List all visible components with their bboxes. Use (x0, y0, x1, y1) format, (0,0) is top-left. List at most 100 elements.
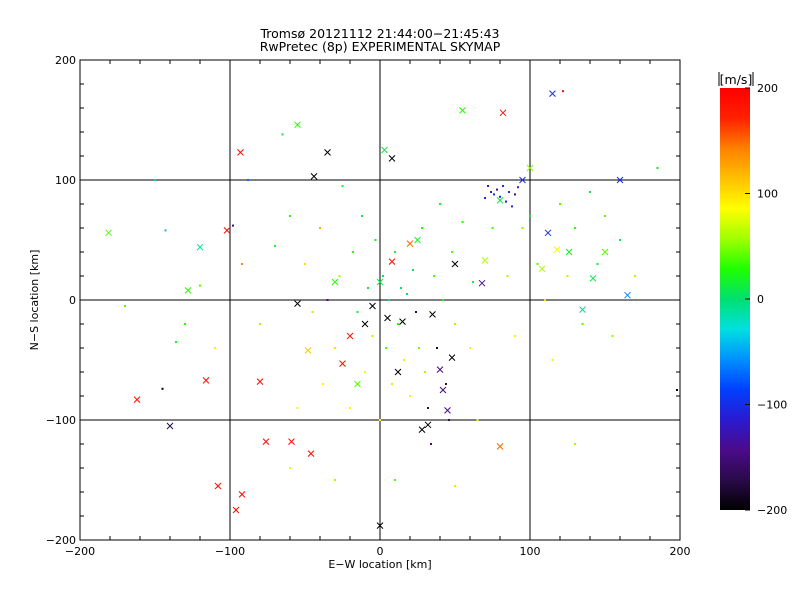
data-point-dot (259, 323, 261, 325)
data-point-cross (519, 176, 526, 184)
data-point-cross (310, 173, 318, 180)
data-point-dot (634, 275, 636, 277)
data-point-cross (496, 197, 504, 204)
data-point-dot (611, 335, 614, 337)
data-point-dot (164, 229, 167, 232)
data-point-dot (421, 227, 423, 229)
data-point-dot (304, 263, 306, 265)
data-point-cross (288, 438, 295, 445)
data-point-dot (281, 133, 284, 136)
data-point-dot (469, 347, 471, 349)
data-point-cross (238, 491, 246, 498)
colorbar-tick-label-2: 0 (757, 293, 764, 306)
data-point-dot (566, 275, 569, 277)
x-tick-label-2: 0 (377, 545, 384, 558)
colorbar-ticks: 200 100 0 −100 −200 (745, 82, 787, 517)
data-point-cross (237, 149, 244, 156)
data-point-cross (478, 279, 486, 287)
data-point-dot (574, 443, 576, 445)
data-point-dot (433, 275, 435, 277)
data-point-dot (400, 287, 402, 289)
data-point-cross (414, 236, 421, 244)
data-point-cross (369, 302, 376, 310)
data-point-cross (262, 438, 270, 445)
data-point-dot (326, 299, 329, 301)
data-point-dot (436, 347, 438, 349)
data-point-cross (324, 149, 331, 156)
data-point-dot (544, 299, 546, 301)
data-point-dot (418, 347, 420, 349)
data-point-dot (442, 299, 444, 301)
x-tick-label-0: −200 (65, 545, 95, 558)
data-point-cross (133, 396, 141, 403)
data-point-dot (551, 359, 554, 361)
chart-subtitle: RwPretec (8p) EXPERIMENTAL SKYMAP (260, 39, 501, 54)
data-point-dot (289, 467, 291, 469)
data-point-dot (349, 407, 351, 409)
data-point-dot (427, 407, 429, 409)
data-point-dot (430, 443, 432, 445)
data-point-cross (444, 407, 451, 414)
data-point-cross (304, 347, 312, 354)
data-point-dot (184, 323, 186, 325)
y-tick-label-2: 0 (69, 294, 76, 307)
data-point-dot (371, 335, 374, 337)
data-point-cross (424, 421, 432, 429)
x-axis-ticks: −200 −100 0 100 200 (65, 60, 691, 558)
data-point-cross (553, 246, 561, 253)
data-point-cross (394, 368, 402, 376)
data-point-cross (232, 506, 240, 514)
data-point-cross (439, 386, 447, 394)
data-point-dot (311, 311, 314, 313)
data-point-cross (579, 306, 586, 313)
data-point-dot (394, 251, 396, 253)
data-point-dot (247, 179, 249, 181)
data-point-cross (202, 377, 210, 384)
data-point-dot (412, 269, 414, 271)
data-point-dot (529, 215, 531, 217)
data-point-dot (604, 215, 606, 217)
data-point-cross (481, 257, 489, 264)
data-point-dot (406, 293, 408, 295)
data-point-dot (356, 311, 359, 313)
data-point-cross (429, 311, 436, 318)
data-point-dot (496, 188, 498, 191)
data-point-cross (346, 332, 354, 340)
data-point-dot (448, 419, 450, 421)
data-point-dot (451, 251, 453, 253)
data-point-cross (339, 360, 346, 367)
data-point-dot (491, 227, 494, 229)
data-point-dot (439, 203, 441, 205)
data-point-dot (502, 185, 504, 187)
data-point-cross (459, 107, 466, 114)
data-point-cross (549, 90, 556, 97)
data-point-dot (385, 347, 387, 349)
colorbar-label: [m/s] (720, 72, 753, 87)
data-point-dot (596, 263, 599, 265)
data-point-dot (656, 167, 659, 169)
data-point-cross (544, 229, 552, 237)
colorbar: [m/s] 200 100 0 −100 −200 (718, 72, 787, 517)
colorbar-tick-label-4: −200 (757, 504, 787, 517)
data-point-dot (517, 186, 519, 189)
data-point-cross (294, 300, 301, 307)
data-point-cross (565, 248, 573, 256)
y-tick-label-3: 100 (55, 174, 76, 187)
data-point-dot (232, 224, 234, 227)
data-point-cross (331, 278, 339, 286)
data-point-dot (521, 227, 524, 229)
data-point-cross (538, 265, 546, 273)
data-point-dot (536, 263, 539, 265)
data-point-dot (424, 371, 426, 373)
data-point-dot (415, 311, 417, 313)
data-point-dot (508, 191, 510, 193)
data-point-cross (601, 248, 609, 256)
data-point-cross (376, 522, 384, 529)
chart-title: Tromsø 20121112 21:44:00−21:45:43 (260, 26, 500, 41)
data-point-dot (589, 191, 591, 193)
data-point-cross (418, 426, 426, 433)
data-point-dot (499, 195, 501, 198)
data-point-dot (562, 90, 564, 93)
data-point-cross (406, 240, 414, 247)
